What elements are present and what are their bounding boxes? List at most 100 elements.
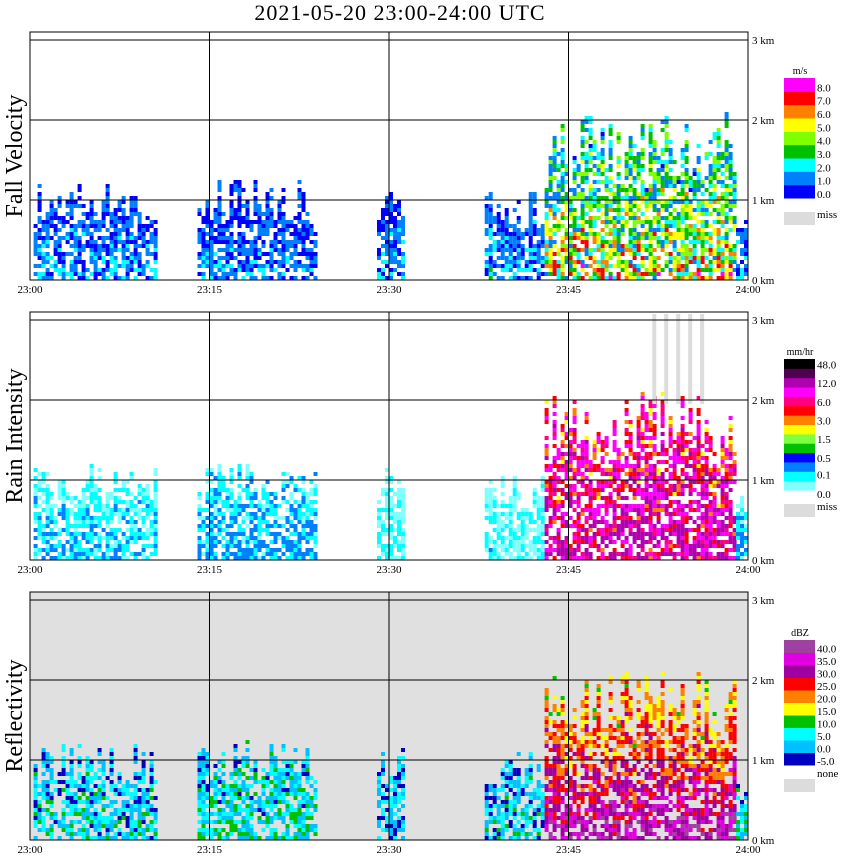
echo-cell xyxy=(109,224,114,228)
echo-cell xyxy=(528,232,533,236)
echo-cell xyxy=(229,252,234,256)
echo-cell xyxy=(113,500,118,504)
echo-cell xyxy=(612,276,617,280)
echo-cell xyxy=(385,208,389,212)
echo-cell xyxy=(520,236,525,240)
echo-cell xyxy=(125,508,130,512)
echo-cell xyxy=(389,260,393,264)
echo-cell xyxy=(576,504,581,508)
echo-cell xyxy=(233,188,238,192)
echo-cell xyxy=(81,212,86,216)
echo-cell xyxy=(628,204,633,208)
echo-cell xyxy=(704,156,709,160)
echo-cell xyxy=(528,192,533,196)
echo-cell xyxy=(253,212,258,216)
echo-cell xyxy=(385,528,389,532)
echo-cell xyxy=(97,748,102,752)
echo-cell xyxy=(500,544,505,548)
echo-cell xyxy=(708,472,713,476)
colorbar-swatch xyxy=(784,171,815,186)
echo-cell xyxy=(500,524,505,528)
echo-cell xyxy=(512,272,517,276)
echo-cell xyxy=(572,468,577,472)
echo-cell xyxy=(564,204,569,208)
plot-frame xyxy=(29,311,749,561)
echo-cell xyxy=(720,460,725,464)
echo-cell xyxy=(496,556,501,560)
echo-cell xyxy=(313,516,318,520)
echo-cell xyxy=(484,268,489,272)
echo-cell xyxy=(381,244,385,248)
echo-cell xyxy=(381,220,385,224)
echo-cell xyxy=(544,420,549,424)
echo-cell xyxy=(548,504,553,508)
echo-cell xyxy=(636,504,641,508)
echo-cell xyxy=(580,552,585,556)
echo-cell xyxy=(604,232,609,236)
echo-cell xyxy=(616,456,621,460)
echo-cell xyxy=(309,488,314,492)
echo-cell xyxy=(377,252,381,256)
echo-cell xyxy=(141,244,146,248)
echo-cell xyxy=(257,224,262,228)
echo-cell xyxy=(732,544,737,548)
echo-cell xyxy=(245,524,250,528)
echo-cell xyxy=(700,232,705,236)
echo-cell xyxy=(37,520,42,524)
echo-cell xyxy=(728,504,733,508)
echo-cell xyxy=(45,244,50,248)
echo-cell xyxy=(97,468,102,472)
echo-cell xyxy=(253,208,258,212)
echo-cell xyxy=(41,240,46,244)
echo-cell xyxy=(544,196,549,200)
echo-cell xyxy=(684,276,689,280)
echo-cell xyxy=(245,252,250,256)
echo-cell xyxy=(600,128,605,132)
echo-cell xyxy=(508,532,513,536)
echo-cell xyxy=(265,220,270,224)
echo-cell xyxy=(93,820,98,824)
echo-cell xyxy=(692,520,697,524)
echo-cell xyxy=(37,820,42,824)
echo-cell xyxy=(305,508,310,512)
echo-cell xyxy=(668,252,673,256)
echo-cell xyxy=(572,156,577,160)
echo-cell xyxy=(592,272,597,276)
echo-cell xyxy=(740,532,744,536)
echo-cell xyxy=(520,248,525,252)
echo-cell xyxy=(600,140,605,144)
echo-cell xyxy=(37,244,42,248)
echo-cell xyxy=(712,500,717,504)
echo-cell xyxy=(141,548,146,552)
echo-cell xyxy=(588,152,593,156)
echo-cell xyxy=(301,232,306,236)
echo-cell xyxy=(57,252,62,256)
echo-cell xyxy=(604,216,609,220)
echo-cell xyxy=(97,788,102,792)
echo-cell xyxy=(285,220,290,224)
echo-cell xyxy=(696,500,701,504)
echo-cell xyxy=(205,260,210,264)
echo-cell xyxy=(49,492,54,496)
missing-swatch xyxy=(784,212,815,225)
echo-cell xyxy=(604,536,609,540)
echo-cell xyxy=(556,480,561,484)
echo-cell xyxy=(221,212,226,216)
echo-cell xyxy=(560,268,565,272)
echo-cell xyxy=(492,220,497,224)
echo-cell xyxy=(684,184,689,188)
echo-cell xyxy=(576,512,581,516)
x-tick-label: 23:00 xyxy=(17,284,43,296)
echo-cell xyxy=(648,184,653,188)
echo-cell xyxy=(201,552,206,556)
echo-cell xyxy=(620,220,625,224)
echo-cell xyxy=(253,540,258,544)
echo-cell xyxy=(512,240,517,244)
echo-cell xyxy=(552,260,557,264)
echo-cell xyxy=(109,492,114,496)
echo-cell xyxy=(245,268,250,272)
echo-cell xyxy=(636,168,641,172)
echo-cell xyxy=(728,172,733,176)
echo-cell xyxy=(77,776,82,780)
